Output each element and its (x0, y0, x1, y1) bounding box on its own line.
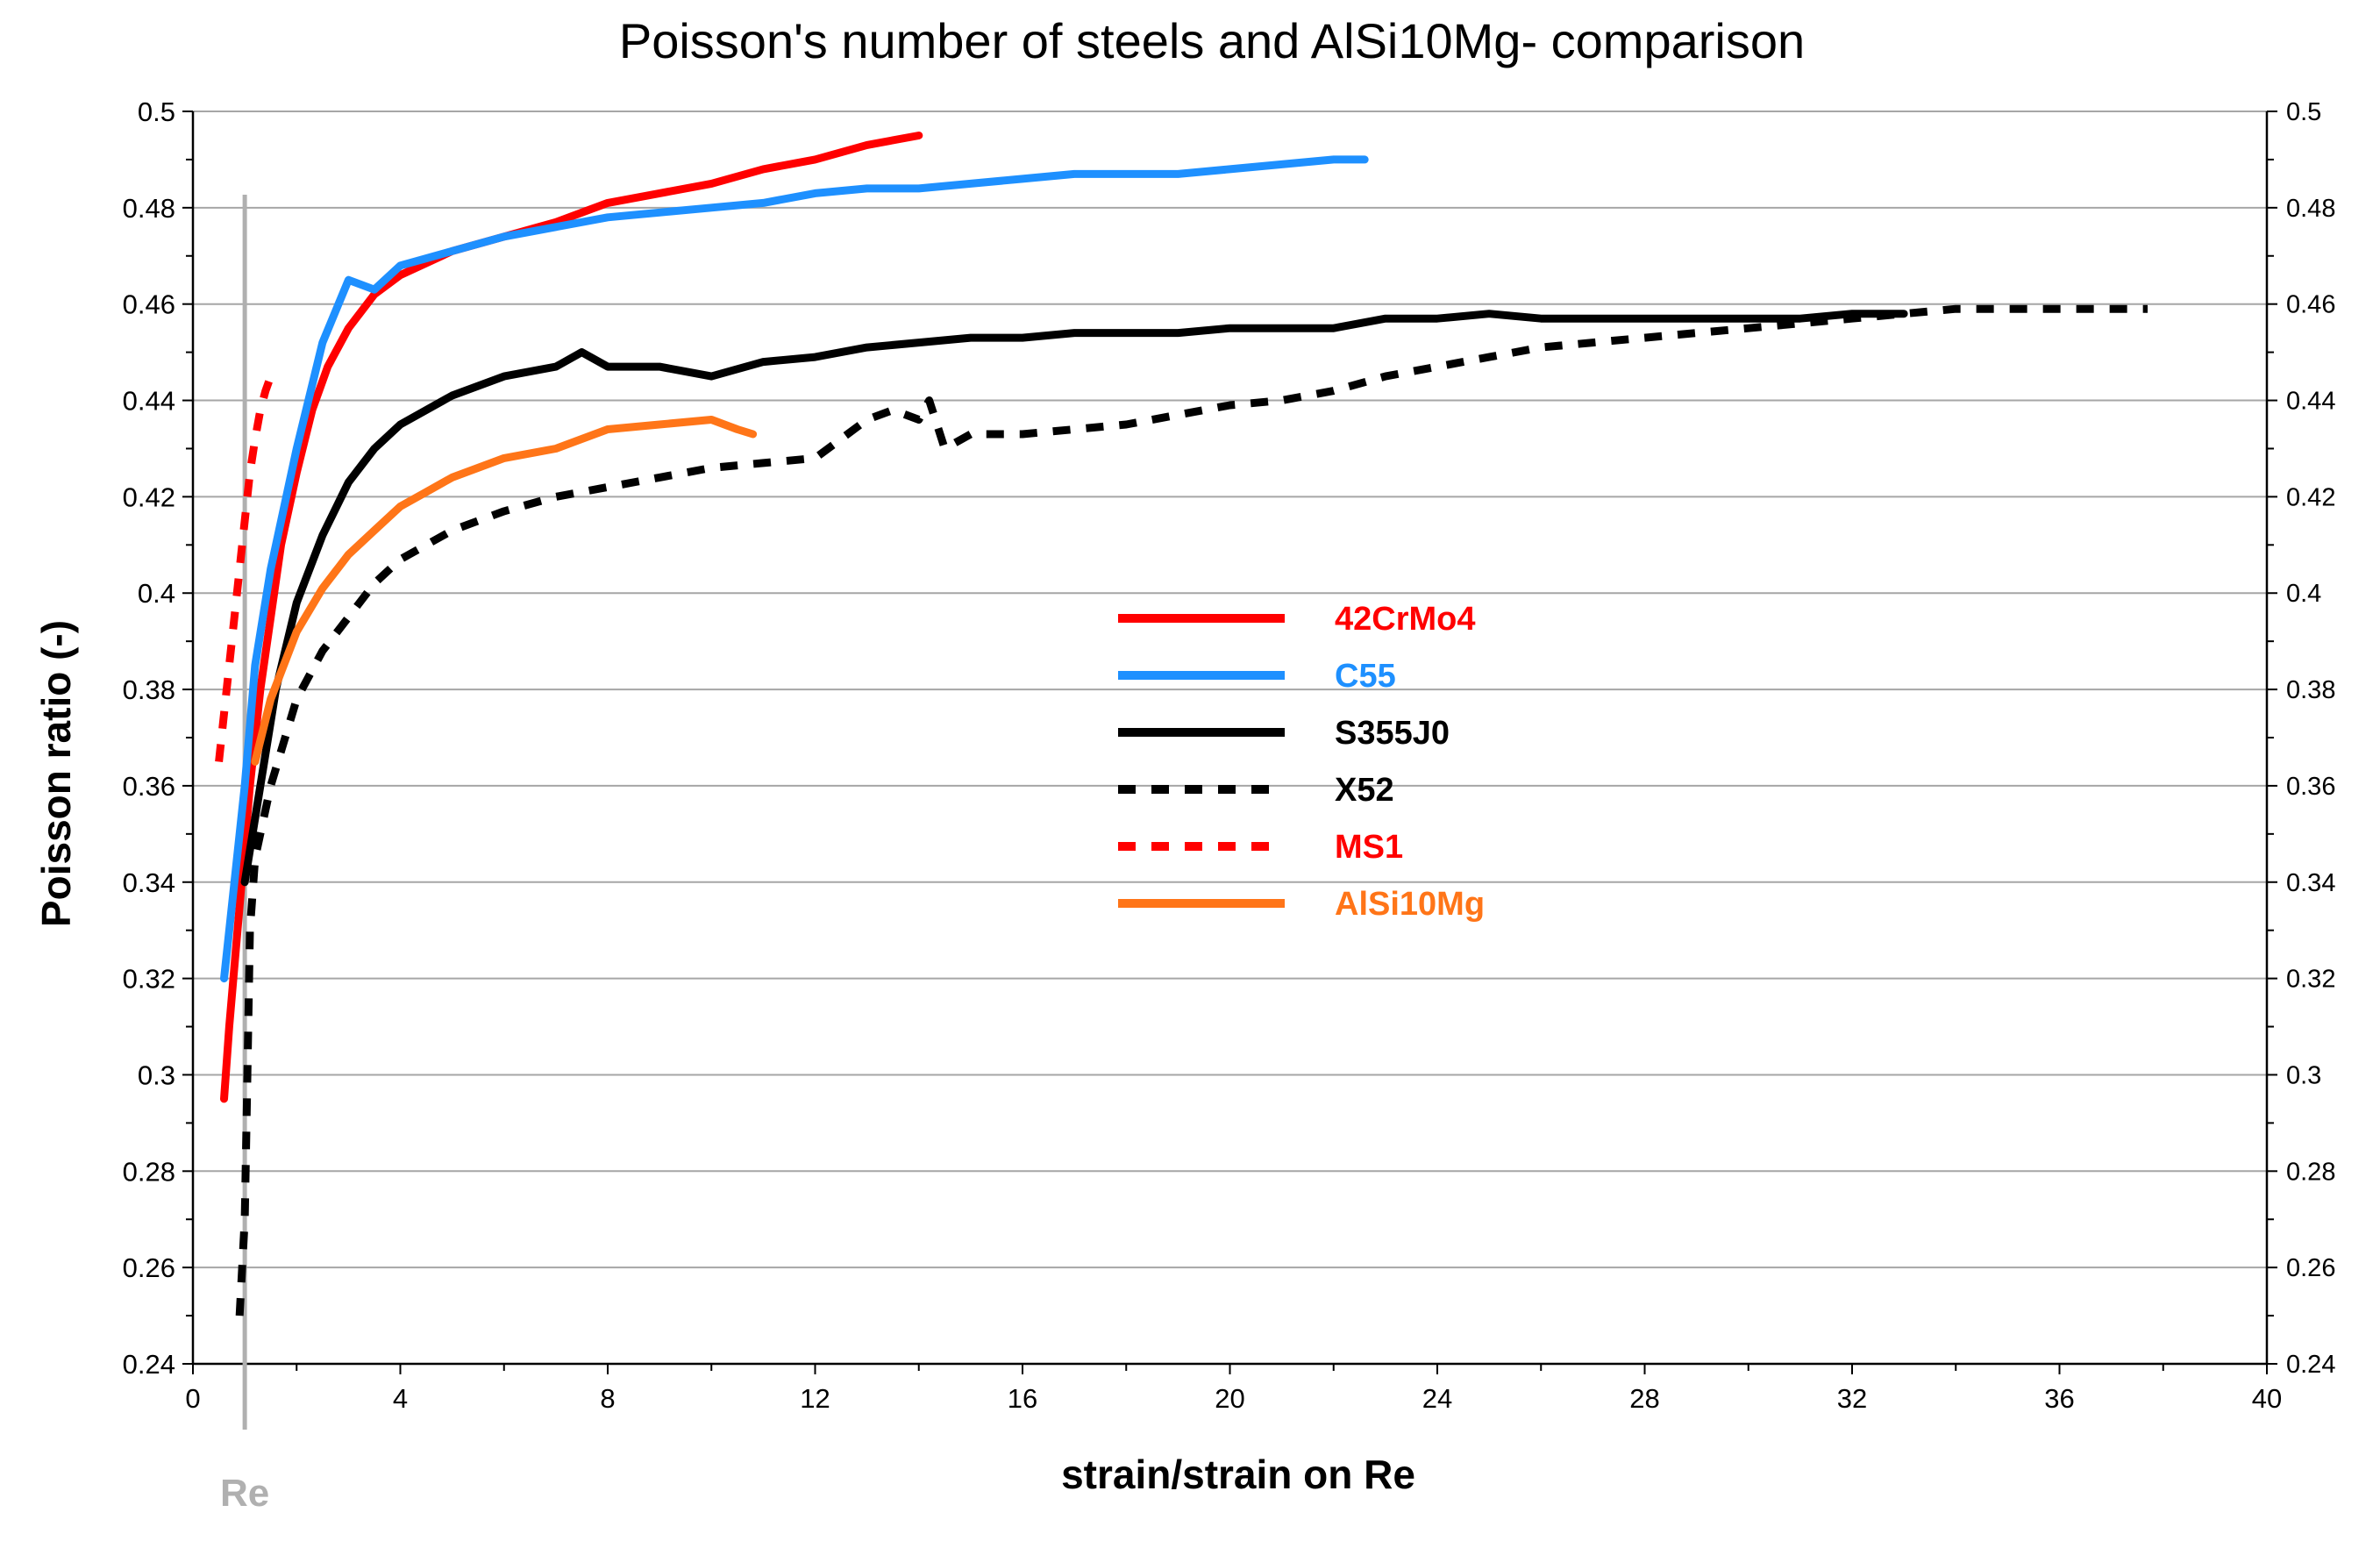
x-axis-title: strain/strain on Re (1061, 1452, 1415, 1497)
axes (182, 111, 2277, 1374)
y-right-tick-label: 0.5 (2286, 98, 2321, 126)
y-right-tick-label: 0.3 (2286, 1061, 2321, 1089)
x-tick-label: 36 (2044, 1383, 2074, 1414)
series-line-x52 (235, 304, 2148, 1316)
y-tick-label: 0.44 (123, 386, 175, 417)
legend-label-x52: X52 (1335, 772, 1394, 809)
y-right-tick-label: 0.32 (2286, 966, 2335, 994)
legend-label-alsi10mg: AlSi10Mg (1335, 886, 1485, 923)
series-line-ms1 (215, 375, 274, 762)
y-tick-label: 0.24 (123, 1349, 175, 1380)
legend-label-ms1: MS1 (1335, 829, 1403, 866)
y-right-tick-label: 0.38 (2286, 676, 2335, 704)
x-tick-label: 16 (1008, 1383, 1037, 1414)
y-tick-label: 0.42 (123, 482, 175, 512)
y-right-tick-label: 0.26 (2286, 1254, 2335, 1282)
x-tick-label: 32 (1837, 1383, 1867, 1414)
y-right-tick-label: 0.48 (2286, 195, 2335, 223)
x-tick-label: 12 (800, 1383, 830, 1414)
x-tick-label: 8 (600, 1383, 615, 1414)
y-right-tick-label: 0.4 (2286, 580, 2321, 608)
legend: 42CrMo4 C55 S355J0 X52 MS1 AlSi10Mg (1118, 601, 1485, 923)
series-line-c55 (220, 155, 1369, 983)
series-line-42crmo4 (220, 132, 923, 1103)
y-tick-label: 0.4 (138, 578, 175, 609)
x-tick-label: 28 (1629, 1383, 1659, 1414)
gridlines (193, 111, 2267, 1365)
y-tick-label: 0.48 (123, 193, 175, 224)
y-right-tick-label: 0.44 (2286, 388, 2335, 416)
x-tick-label: 24 (1422, 1383, 1452, 1414)
legend-label-c55: C55 (1335, 658, 1396, 695)
y-tick-label: 0.36 (123, 771, 175, 802)
re-reference-label: Re (220, 1472, 269, 1515)
y-tick-label: 0.5 (138, 96, 175, 127)
series-lines (215, 132, 2148, 1316)
y-axis-title: Poisson ratio (-) (33, 620, 79, 927)
y-right-tick-label: 0.24 (2286, 1351, 2335, 1379)
x-tick-label: 4 (393, 1383, 408, 1414)
y-tick-label: 0.38 (123, 674, 175, 705)
x-tick-label: 0 (185, 1383, 200, 1414)
y-right-tick-label: 0.42 (2286, 483, 2335, 511)
y-right-tick-label: 0.36 (2286, 773, 2335, 801)
y-tick-label: 0.34 (123, 867, 175, 898)
y-tick-label: 0.3 (138, 1059, 175, 1090)
y-tick-label: 0.26 (123, 1252, 175, 1283)
y-tick-label: 0.28 (123, 1156, 175, 1187)
y-right-tick-label: 0.28 (2286, 1158, 2335, 1186)
legend-label-42crmo4: 42CrMo4 (1335, 601, 1476, 638)
legend-label-s355j0: S355J0 (1335, 715, 1450, 752)
y-right-tick-label: 0.46 (2286, 291, 2335, 319)
x-tick-label: 40 (2252, 1383, 2282, 1414)
series-line-s355j0 (240, 310, 1908, 887)
y-right-tick-label: 0.34 (2286, 869, 2335, 897)
series-line-alsi10mg (251, 416, 758, 766)
y-tick-label: 0.46 (123, 289, 175, 320)
y-tick-label: 0.32 (123, 964, 175, 995)
chart-title: Poisson's number of steels and AlSi10Mg-… (619, 13, 1805, 68)
x-tick-label: 20 (1215, 1383, 1244, 1414)
tick-labels: 0.24 0.24 0.26 0.26 0.28 0.28 0.3 0.3 0.32 0.32 0.… (123, 96, 2336, 1414)
